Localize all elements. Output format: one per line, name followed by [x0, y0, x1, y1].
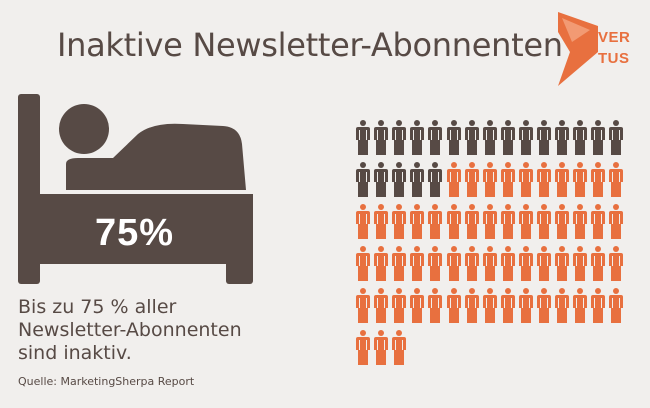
bed-illustration — [18, 94, 253, 284]
person-icon-inactive — [537, 204, 551, 239]
person-icon-active — [555, 120, 570, 155]
person-icon-inactive — [537, 246, 551, 281]
person-icon-active — [356, 120, 370, 155]
person-icon-inactive — [573, 288, 588, 323]
person-icon-inactive — [464, 204, 479, 239]
person-icon-inactive — [356, 288, 370, 323]
person-icon-inactive — [482, 246, 497, 281]
person-icon-inactive — [573, 204, 588, 239]
person-icon-active — [573, 120, 588, 155]
person-icon-inactive — [482, 204, 497, 239]
person-icon-inactive — [428, 246, 443, 281]
person-icon-inactive — [464, 162, 479, 197]
person-icon-inactive — [500, 288, 515, 323]
person-icon-inactive — [374, 246, 389, 281]
person-icon-inactive — [609, 204, 624, 239]
person-icon-inactive — [410, 204, 425, 239]
person-icon-inactive — [518, 246, 533, 281]
description-line-3: sind inaktiv. — [18, 342, 132, 364]
person-icon-inactive — [482, 288, 497, 323]
person-icon-inactive — [464, 288, 479, 323]
person-icon-inactive — [374, 330, 389, 365]
description-line-1: Bis zu 75 % aller — [18, 296, 177, 318]
person-icon-inactive — [392, 288, 407, 323]
person-icon-inactive — [464, 246, 479, 281]
person-icon-inactive — [446, 288, 461, 323]
source-note: Quelle: MarketingSherpa Report — [18, 375, 195, 388]
person-icon-inactive — [428, 288, 443, 323]
person-icon-inactive — [392, 204, 407, 239]
logo-text-tus: TUS — [598, 50, 630, 67]
person-icon-active — [609, 120, 624, 155]
person-icon-inactive — [591, 204, 606, 239]
person-icon-inactive — [573, 162, 588, 197]
person-icon-inactive — [428, 204, 443, 239]
bed-icon — [18, 94, 253, 284]
person-icon-inactive — [482, 162, 497, 197]
person-icon-inactive — [555, 288, 570, 323]
person-icon-active — [537, 120, 551, 155]
person-icon-active — [446, 120, 461, 155]
person-icon-active — [410, 120, 425, 155]
person-icon-inactive — [392, 246, 407, 281]
person-icon-inactive — [518, 288, 533, 323]
person-icon-active — [464, 120, 479, 155]
person-icon-inactive — [410, 246, 425, 281]
person-icon-inactive — [410, 288, 425, 323]
person-icon-active — [392, 120, 407, 155]
vertus-logo: VER TUS — [558, 12, 634, 86]
person-icon-inactive — [591, 162, 606, 197]
person-icon-inactive — [555, 204, 570, 239]
person-icon-active — [482, 120, 497, 155]
person-icon-inactive — [374, 288, 389, 323]
person-icon-inactive — [446, 204, 461, 239]
person-icon-inactive — [609, 246, 624, 281]
person-icon-inactive — [609, 162, 624, 197]
person-icon-inactive — [591, 246, 606, 281]
person-icon-inactive — [573, 246, 588, 281]
person-icon-inactive — [500, 204, 515, 239]
person-icon-inactive — [609, 288, 624, 323]
person-icon-inactive — [356, 246, 370, 281]
person-icon-inactive — [356, 330, 370, 365]
person-icon-inactive — [591, 288, 606, 323]
person-icon-active — [500, 120, 515, 155]
person-icon-inactive — [500, 162, 515, 197]
people-pictogram — [356, 120, 636, 370]
person-icon-inactive — [518, 162, 533, 197]
person-icon-active — [591, 120, 606, 155]
person-icon-inactive — [446, 162, 461, 197]
person-icon-inactive — [555, 246, 570, 281]
person-icon-inactive — [392, 330, 407, 365]
person-icon-inactive — [374, 204, 389, 239]
person-icon-inactive — [446, 246, 461, 281]
person-icon-active — [410, 162, 425, 197]
person-icon-inactive — [356, 204, 370, 239]
person-icon-active — [428, 162, 443, 197]
person-icon-inactive — [555, 162, 570, 197]
person-icon-active — [428, 120, 443, 155]
person-icon-active — [374, 162, 389, 197]
vertus-chevron-logo-icon — [558, 12, 598, 86]
person-icon-active — [356, 162, 370, 197]
person-icon-inactive — [500, 246, 515, 281]
logo-text-ver: VER — [598, 29, 631, 46]
person-icon-inactive — [518, 204, 533, 239]
person-icon-inactive — [537, 162, 551, 197]
description-line-2: Newsletter-Abonnenten — [18, 319, 242, 341]
bed-percent-label: 75% — [95, 212, 175, 254]
person-icon-inactive — [537, 288, 551, 323]
infographic-title: Inaktive Newsletter-Abonnenten — [57, 26, 563, 64]
description: Bis zu 75 % aller Newsletter-Abonnenten … — [18, 296, 318, 365]
person-icon-active — [374, 120, 389, 155]
person-icon-active — [518, 120, 533, 155]
person-icon-active — [392, 162, 407, 197]
